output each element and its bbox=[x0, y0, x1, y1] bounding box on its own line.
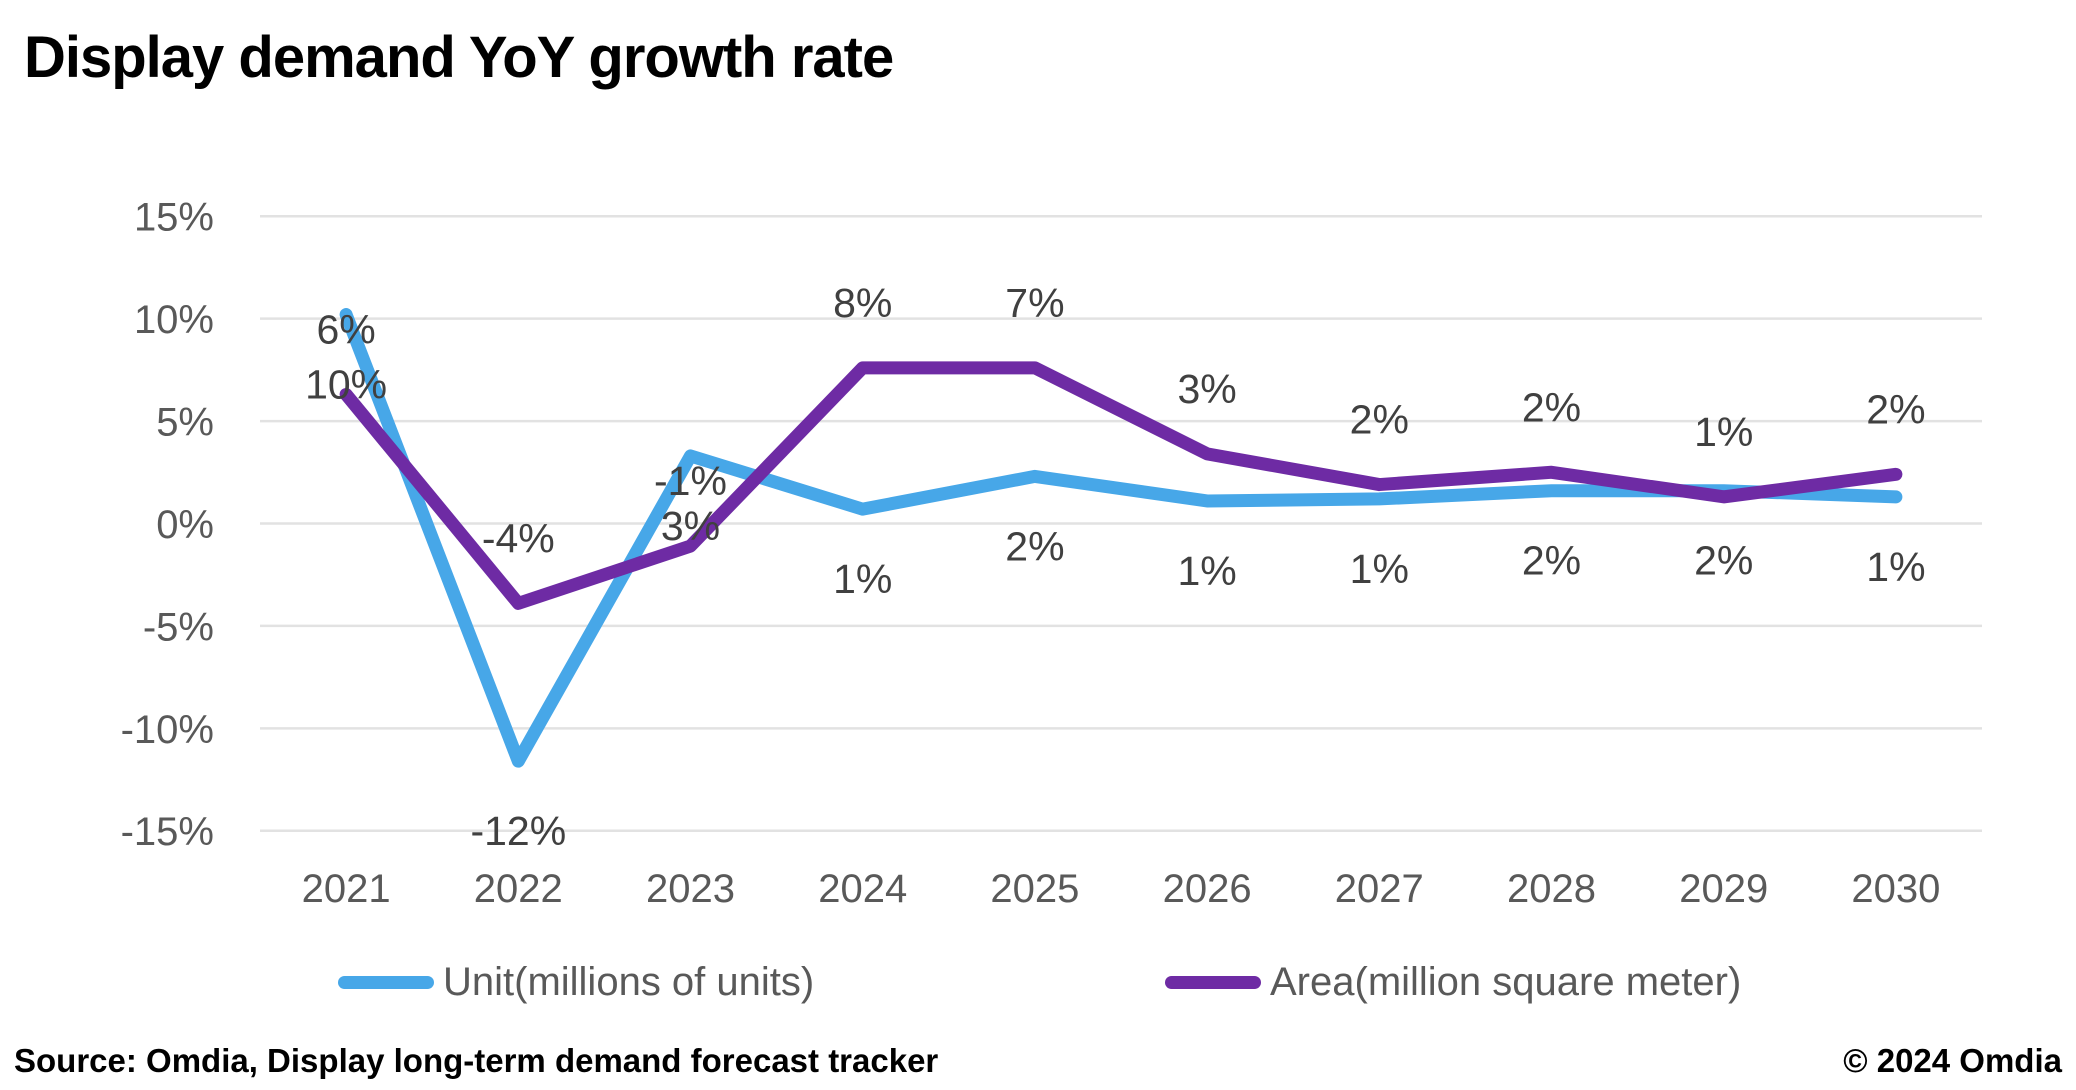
legend-label-area: Area(million square meter) bbox=[1270, 959, 1742, 1004]
x-axis-year-label: 2025 bbox=[990, 867, 1079, 911]
x-axis-year-label: 2024 bbox=[818, 867, 907, 911]
data-label-area: 3% bbox=[1177, 366, 1236, 412]
data-label-unit: 10% bbox=[305, 362, 387, 408]
data-label-unit: 1% bbox=[1350, 546, 1409, 592]
y-axis-tick-label: 15% bbox=[134, 196, 214, 240]
unit-series-swatch-icon bbox=[338, 975, 434, 989]
x-axis-year-label: 2022 bbox=[474, 867, 563, 911]
y-axis-tick-label: -10% bbox=[121, 708, 214, 752]
data-label-area: 2% bbox=[1522, 384, 1581, 430]
x-axis-year-label: 2021 bbox=[302, 867, 391, 911]
data-label-unit: 1% bbox=[1866, 544, 1925, 590]
data-label-unit: 2% bbox=[1005, 523, 1064, 569]
y-axis-tick-label: -5% bbox=[143, 605, 214, 649]
data-label-unit: -12% bbox=[470, 808, 566, 854]
x-axis-year-label: 2026 bbox=[1163, 867, 1252, 911]
data-label-area: 2% bbox=[1866, 386, 1925, 432]
series-line-area bbox=[339, 361, 1903, 610]
data-label-area: 8% bbox=[833, 280, 892, 326]
page-title: Display demand YoY growth rate bbox=[24, 25, 894, 90]
x-axis-year-label: 2028 bbox=[1507, 867, 1596, 911]
source-attribution: Source: Omdia, Display long-term demand … bbox=[14, 1042, 939, 1079]
data-label-area: 1% bbox=[1694, 409, 1753, 455]
data-label-area: -1% bbox=[654, 458, 727, 504]
legend-item-area: Area(million square meter) bbox=[1165, 956, 1741, 1008]
legend-item-unit: Unit(millions of units) bbox=[338, 956, 814, 1008]
copyright-notice: © 2024 Omdia bbox=[1843, 1042, 2062, 1079]
x-axis-year-label: 2029 bbox=[1679, 867, 1768, 911]
data-label-unit: 1% bbox=[1177, 548, 1236, 594]
data-label-area: -4% bbox=[482, 515, 555, 561]
y-axis-tick-label: 5% bbox=[156, 400, 214, 444]
legend-label-unit: Unit(millions of units) bbox=[443, 959, 815, 1004]
area-series-swatch-icon bbox=[1165, 975, 1261, 989]
chart-legend: Unit(millions of units) Area(million squ… bbox=[0, 956, 2076, 1008]
data-label-unit: 2% bbox=[1522, 538, 1581, 584]
x-axis-year-label: 2027 bbox=[1335, 867, 1424, 911]
y-axis-tick-label: -15% bbox=[121, 810, 214, 854]
y-axis-tick-label: 10% bbox=[134, 298, 214, 342]
x-axis-year-label: 2023 bbox=[646, 867, 735, 911]
data-label-unit: 3% bbox=[661, 503, 720, 549]
series-line-unit bbox=[339, 308, 1903, 768]
data-label-area: 2% bbox=[1350, 397, 1409, 443]
data-label-area: 6% bbox=[316, 306, 375, 352]
data-label-unit: 1% bbox=[833, 556, 892, 602]
data-label-area: 7% bbox=[1005, 280, 1064, 326]
y-axis-tick-label: 0% bbox=[156, 503, 214, 547]
x-axis-year-label: 2030 bbox=[1851, 867, 1940, 911]
data-label-unit: 2% bbox=[1694, 538, 1753, 584]
